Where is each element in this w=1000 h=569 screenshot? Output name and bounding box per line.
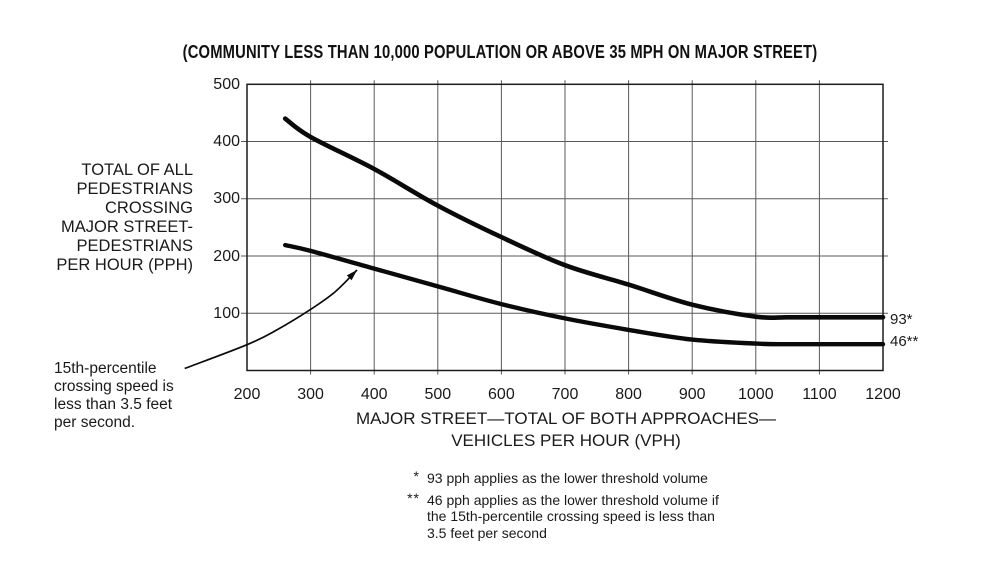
y-axis-title-line: PEDESTRIANS [76, 237, 193, 255]
footnote-text: 46 pph applies as the lower threshold vo… [427, 492, 719, 542]
x-tick-label: 600 [488, 385, 515, 403]
figure-title-text: (COMMUNITY LESS THAN 10,000 POPULATION O… [182, 42, 818, 62]
annotation-line: per second. [54, 414, 135, 431]
plot-border [246, 83, 884, 372]
y-tick-label: 500 [213, 75, 240, 93]
y-tick-label: 300 [213, 190, 240, 208]
annotation-arrow [184, 269, 358, 370]
y-axis-title-line: PEDESTRIANS [76, 180, 193, 198]
footnote-row: * 93 pph applies as the lower threshold v… [399, 468, 708, 487]
y-axis-title-line: PER HOUR (PPH) [56, 256, 193, 274]
footnote-marker: ** [407, 489, 420, 506]
y-axis-title-line: CROSSING [104, 199, 193, 217]
x-tick-label: 700 [551, 385, 579, 403]
x-axis-title-line: VEHICLES PER HOUR (VPH) [451, 431, 681, 450]
y-axis-title-line: MAJOR STREET- [60, 218, 193, 236]
annotation-line: 15th-percentile [54, 360, 157, 377]
curve-standard-threshold [282, 116, 886, 321]
footnote-text-line: 46 pph applies as the lower threshold vo… [427, 491, 719, 508]
footnote-text-line: 93 pph applies as the lower threshold vo… [427, 470, 708, 486]
x-tick-label: 300 [297, 385, 324, 403]
annotation-line: crossing speed is [54, 378, 174, 395]
x-tick-label: 1100 [802, 385, 837, 403]
footnote-row: ** 46 pph applies as the lower threshold … [399, 489, 719, 542]
annotation-line: less than 3.5 feet [54, 396, 173, 413]
footnote-text-line: the 15th-percentile crossing speed is le… [427, 508, 715, 524]
curve-reduced-crossing-speed [283, 242, 886, 347]
x-tick-label: 200 [233, 385, 261, 403]
x-tick-label: 1200 [865, 385, 901, 403]
x-axis-title-line: MAJOR STREET—TOTAL OF BOTH APPROACHES— [355, 409, 777, 428]
x-tick-label: 900 [678, 385, 706, 403]
footnote-marker: * [413, 468, 420, 484]
annotation-arrowhead [346, 270, 358, 281]
annotation-text: 15th-percentile crossing speed is less tha… [54, 360, 174, 432]
y-tick-label: 200 [213, 247, 240, 265]
x-tick-label: 1000 [738, 385, 774, 403]
threshold-label-93: 93* [890, 311, 913, 328]
threshold-label-46: 46** [890, 333, 919, 350]
y-axis-title: TOTAL OF ALL PEDESTRIANS CROSSING MAJOR STR… [56, 161, 193, 275]
footnote-text: 93 pph applies as the lower threshold vo… [427, 470, 708, 487]
x-tick-label: 500 [424, 385, 452, 403]
y-tick-label: 100 [213, 304, 240, 322]
x-tick-label: 400 [360, 385, 388, 403]
x-tick-label: 800 [615, 385, 642, 403]
y-tick-label: 400 [213, 133, 240, 151]
y-axis-title-line: TOTAL OF ALL [81, 161, 193, 179]
figure-title: (COMMUNITY LESS THAN 10,000 POPULATION O… [0, 42, 1000, 62]
footnote-text-line: 3.5 feet per second [427, 524, 547, 541]
x-axis-title: MAJOR STREET—TOTAL OF BOTH APPROACHES— VE… [330, 408, 802, 452]
